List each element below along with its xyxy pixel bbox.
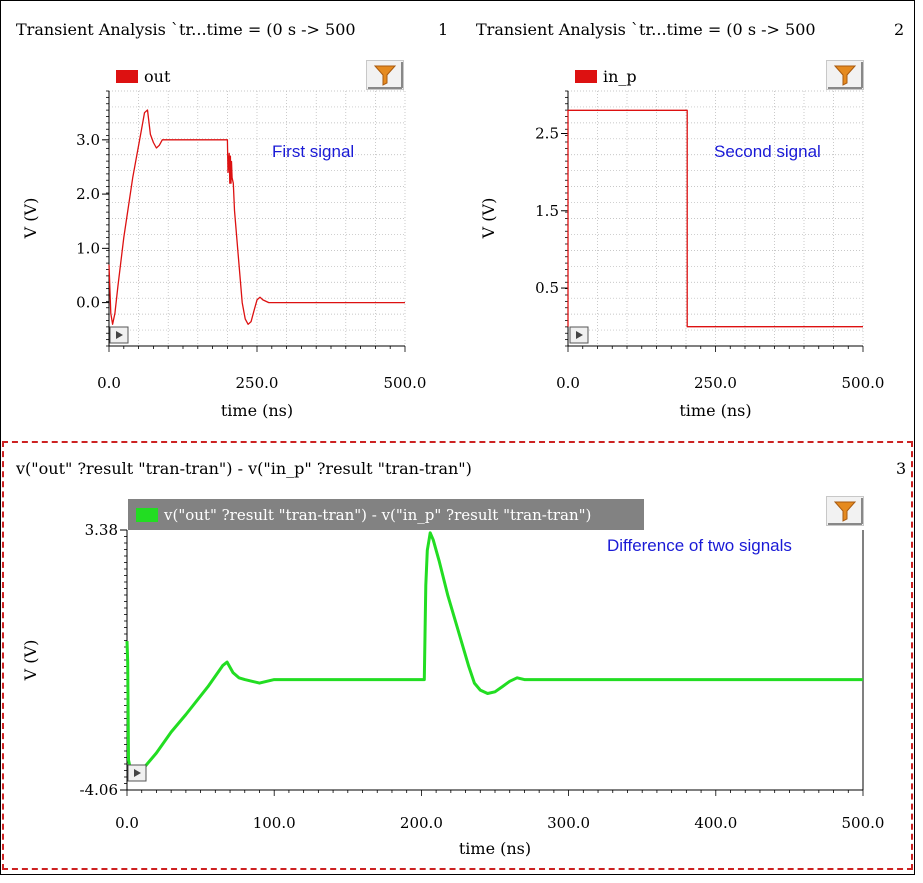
play-icon[interactable] — [109, 326, 129, 344]
annotation-label: Second signal — [714, 142, 821, 161]
filter-icon[interactable] — [826, 496, 864, 526]
y-axis-label: V (V) — [479, 198, 498, 240]
x-axis-label: time (ns) — [679, 401, 751, 420]
panel-3-number: 3 — [896, 459, 907, 478]
legend-out[interactable]: out — [116, 67, 170, 86]
y-tick-label: 0.5 — [535, 279, 559, 297]
panel-1-title: Transient Analysis `tr...time = (0 s -> … — [16, 20, 356, 39]
x-tick-label: 100.0 — [253, 814, 296, 832]
chart-panel1: 0.0 250.0 500.0 0.0 1.0 2.0 3.0 time (ns) V (V) F… — [21, 90, 427, 420]
y-tick-label: 2.0 — [76, 185, 100, 203]
panel-3-title: v("out" ?result "tran-tran") - v("in_p" … — [16, 459, 472, 478]
legend-label-difference: v("out" ?result "tran-tran") - v("in_p" … — [164, 505, 592, 524]
x-tick-label: 300.0 — [547, 814, 590, 832]
y-tick-label: 1.5 — [535, 202, 559, 220]
legend-difference[interactable]: v("out" ?result "tran-tran") - v("in_p" … — [128, 499, 644, 530]
y-tick-label: 0.0 — [76, 294, 100, 312]
x-tick-label: 250.0 — [694, 374, 737, 392]
y-tick-label: -4.06 — [80, 781, 118, 799]
y-tick-label: 3.38 — [85, 521, 118, 539]
legend-swatch-in-p — [575, 70, 597, 83]
play-icon[interactable] — [127, 764, 147, 782]
x-tick-label: 400.0 — [694, 814, 737, 832]
x-axis-label: time (ns) — [459, 839, 531, 858]
filter-icon[interactable] — [366, 60, 404, 90]
legend-label-in-p: in_p — [603, 67, 637, 86]
play-icon-triangle — [116, 331, 123, 339]
y-tick-label: 1.0 — [76, 239, 100, 257]
legend-swatch-difference — [136, 507, 158, 522]
y-tick-label: 3.0 — [76, 131, 100, 149]
series-line-out — [108, 109, 405, 325]
legend-in-p[interactable]: in_p — [575, 67, 637, 86]
series-line-v-out-result-tran-tran-v-in-p-result-tran-tran — [125, 531, 863, 776]
play-icon-triangle — [576, 331, 583, 339]
grid — [568, 90, 864, 346]
selected-panel-border — [2, 441, 913, 870]
play-icon-triangle — [134, 769, 141, 777]
panel-1-number: 1 — [438, 20, 449, 39]
play-icon[interactable] — [569, 326, 589, 344]
y-axis-label: V (V) — [21, 198, 40, 240]
legend-label-out: out — [144, 67, 171, 86]
x-tick-label: 500.0 — [842, 374, 885, 392]
x-tick-label: 200.0 — [400, 814, 443, 832]
panel-2-number: 2 — [894, 20, 905, 39]
chart-panel2: 0.0 250.0 500.0 0.5 1.5 2.5 time (ns) V (V) Seco… — [479, 90, 885, 420]
x-tick-label: 0.0 — [115, 814, 139, 832]
annotation-label: First signal — [272, 142, 354, 161]
x-tick-label: 500.0 — [384, 374, 427, 392]
y-tick-label: 2.5 — [535, 125, 559, 143]
y-axis-label: V (V) — [21, 640, 40, 682]
x-tick-label: 0.0 — [97, 374, 121, 392]
x-axis-label: time (ns) — [221, 401, 293, 420]
annotation-label: Difference of two signals — [607, 536, 792, 555]
x-tick-label: 500.0 — [842, 814, 885, 832]
filter-icon[interactable] — [826, 60, 864, 90]
panel-2-title: Transient Analysis `tr...time = (0 s -> … — [476, 20, 816, 39]
x-tick-label: 250.0 — [236, 374, 279, 392]
x-tick-label: 0.0 — [556, 374, 580, 392]
chart-panel3: 0.0 100.0 200.0 300.0 400.0 500.0 -4.06 3.38 tim… — [21, 521, 884, 858]
grid — [109, 90, 406, 346]
series-line-in-p — [567, 109, 863, 328]
legend-swatch-out — [116, 70, 138, 83]
